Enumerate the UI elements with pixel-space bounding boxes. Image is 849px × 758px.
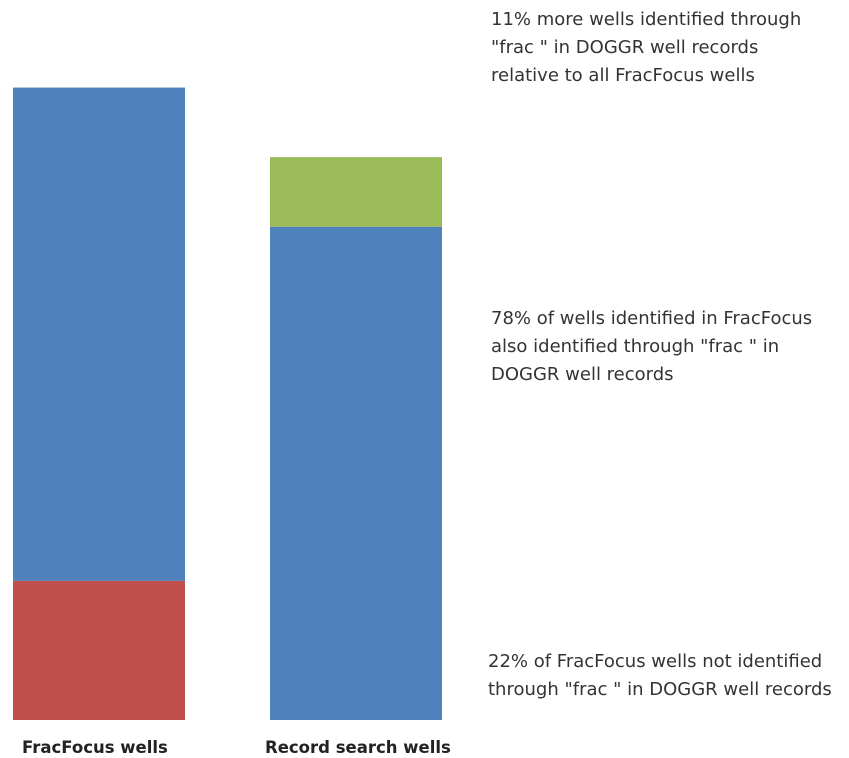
category-label-fracfocus-wells: FracFocus wells [22,738,168,757]
annotation-extra-wells-line-3: relative to all FracFocus wells [491,65,755,86]
annotation-extra-wells: 11% more wells identified through "frac … [491,6,801,90]
annotation-shared-wells-line-3: DOGGR well records [491,364,674,385]
bar-record-search-segment-identified-both [270,226,442,720]
annotation-missed-wells-line-1: 22% of FracFocus wells not identified [488,651,823,672]
bar-record-search-segment-additional [270,157,442,227]
annotation-shared-wells-line-2: also identified through "frac " in [491,336,780,357]
annotation-shared-wells-line-1: 78% of wells identified in FracFocus [491,308,813,329]
bar-fracfocus-segment-not-identified [13,580,185,720]
annotation-extra-wells-line-1: 11% more wells identified through [491,9,802,30]
category-label-record-search-wells: Record search wells [265,738,451,757]
annotation-missed-wells-line-2: through "frac " in DOGGR well records [488,679,832,700]
annotation-extra-wells-line-2: "frac " in DOGGR well records [491,37,759,58]
bars-group [13,87,442,720]
annotation-missed-wells: 22% of FracFocus wells not identified th… [488,648,832,704]
bar-fracfocus-segment-identified-both [13,87,185,581]
annotation-shared-wells: 78% of wells identified in FracFocus als… [491,305,812,389]
